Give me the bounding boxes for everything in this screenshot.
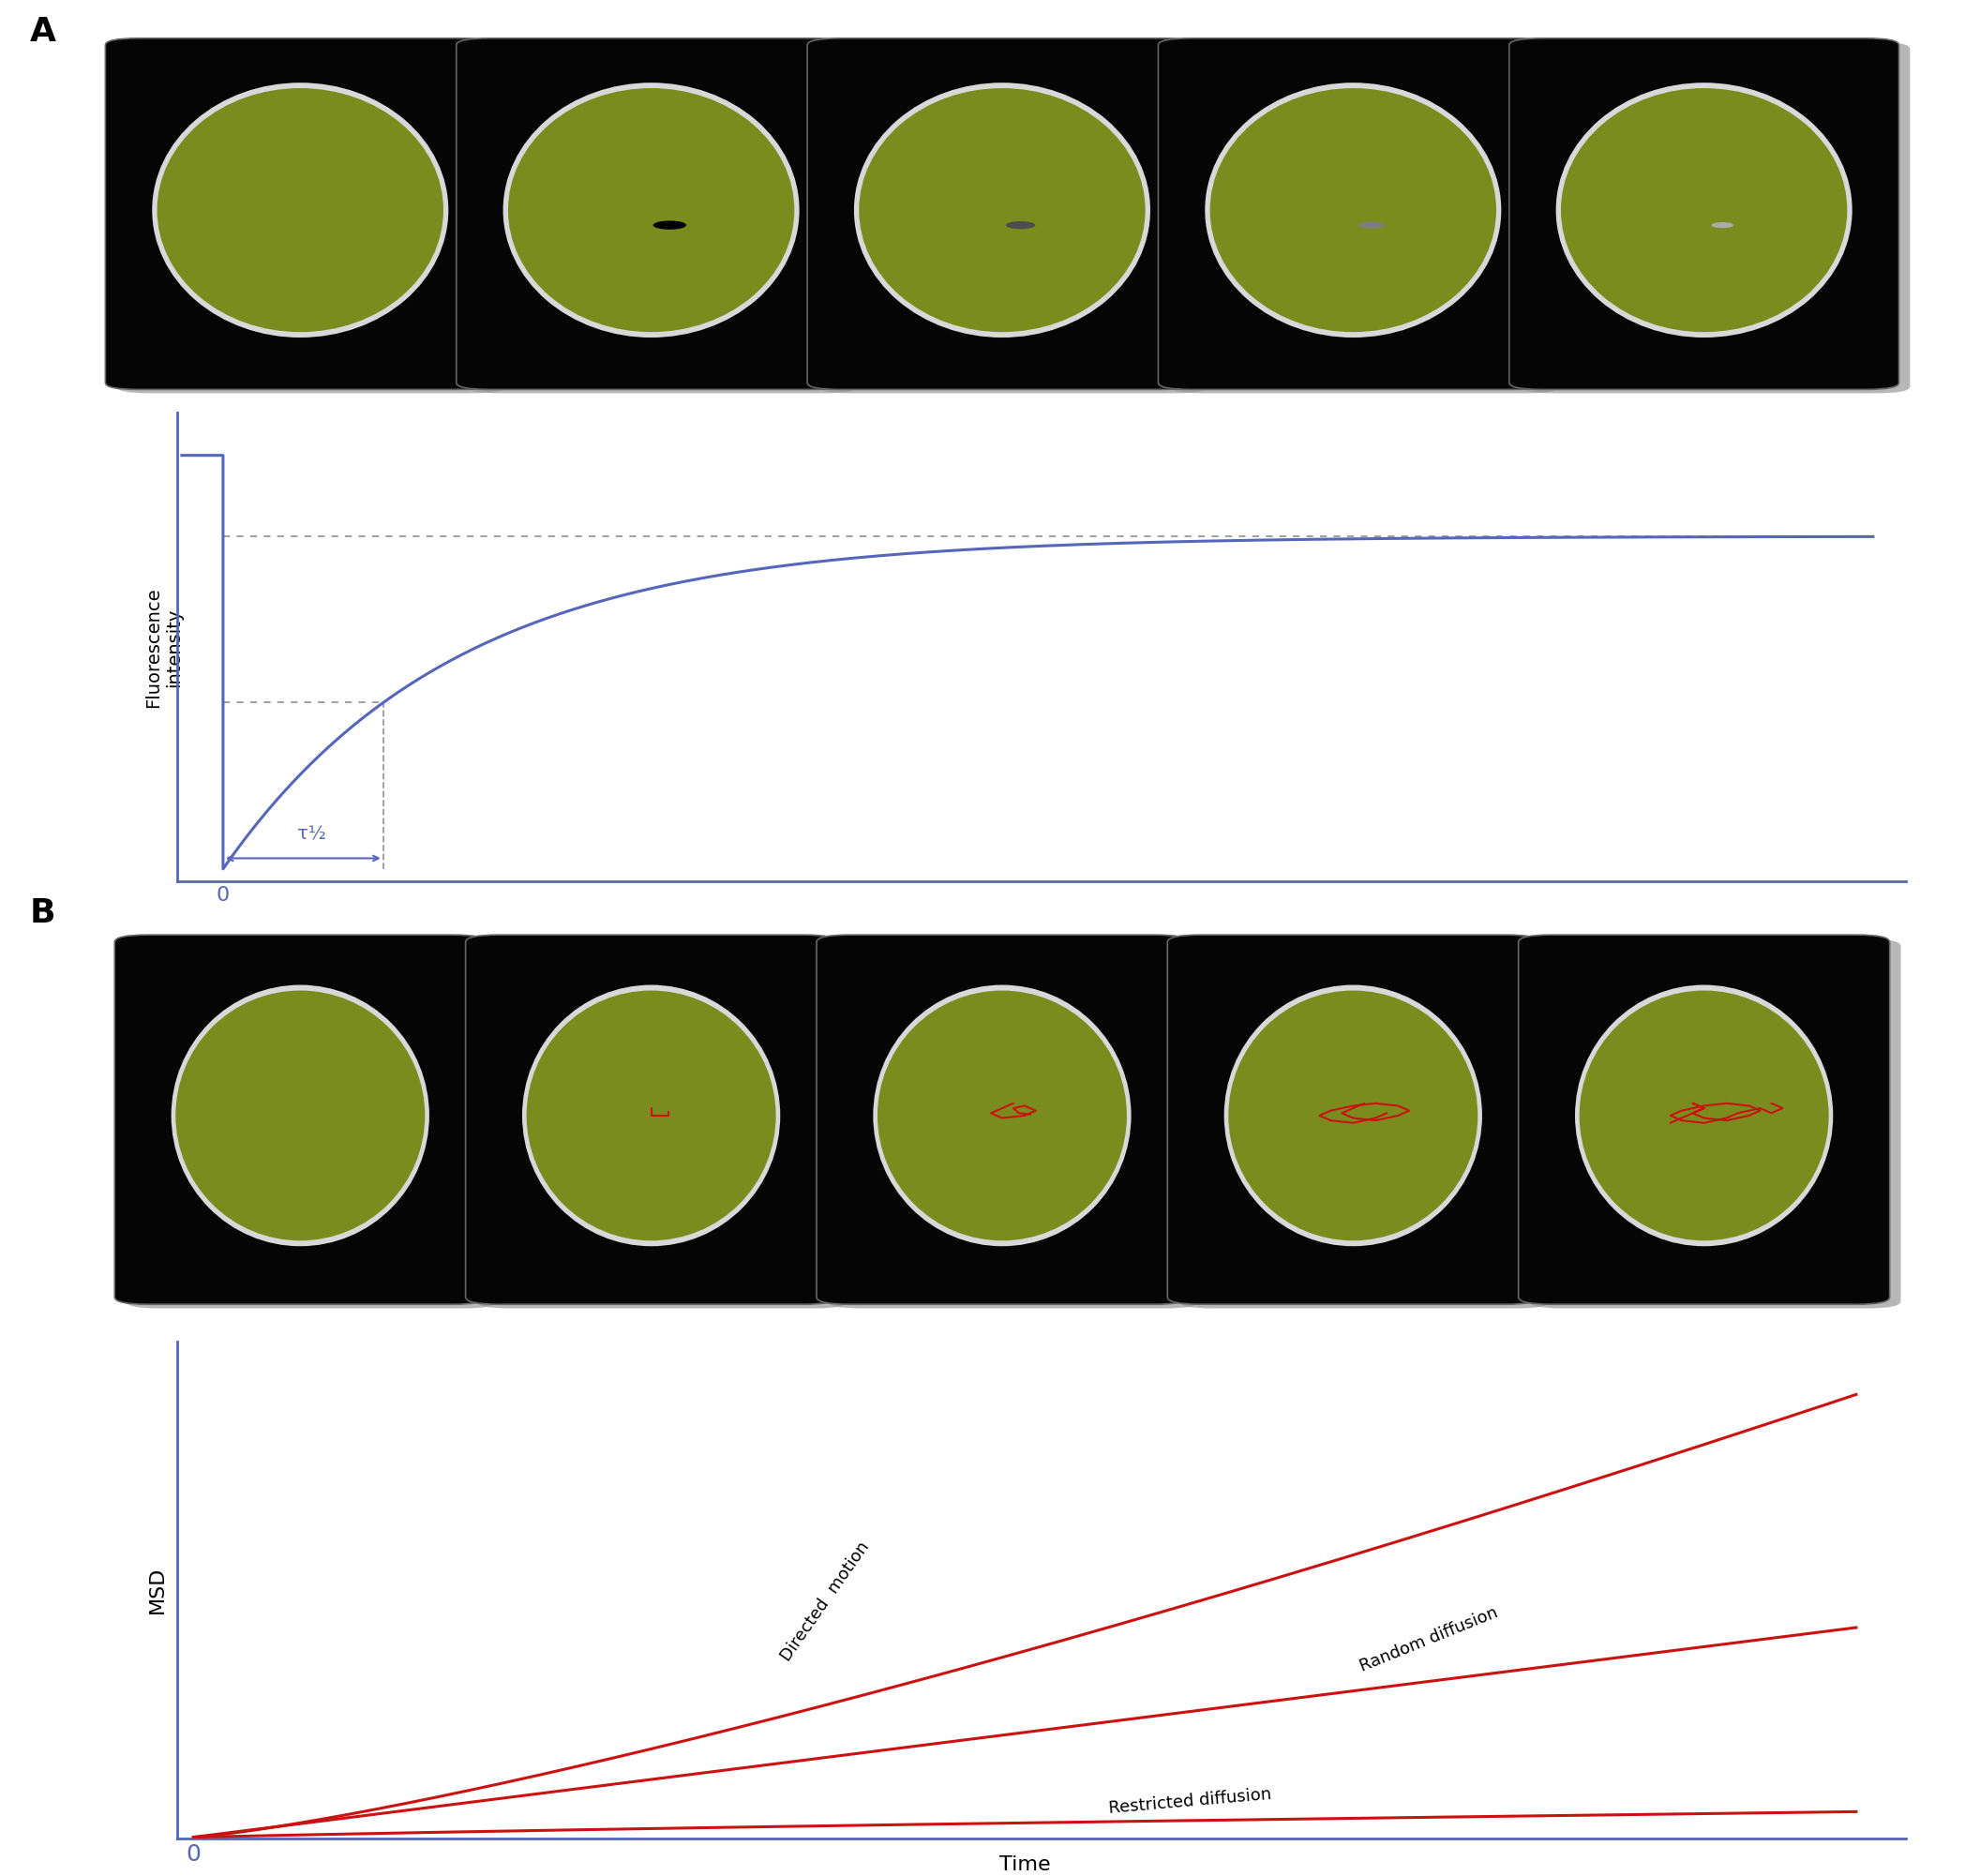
Ellipse shape [878,991,1126,1240]
Ellipse shape [1580,991,1829,1240]
Ellipse shape [855,83,1150,338]
Ellipse shape [1358,221,1385,229]
FancyBboxPatch shape [116,41,507,394]
FancyBboxPatch shape [1169,41,1558,394]
Ellipse shape [509,88,794,332]
Ellipse shape [157,88,444,332]
FancyBboxPatch shape [1157,38,1548,390]
FancyBboxPatch shape [1519,934,1890,1304]
FancyBboxPatch shape [466,934,837,1304]
Ellipse shape [1712,221,1733,229]
Y-axis label: MSD: MSD [147,1566,167,1613]
FancyBboxPatch shape [114,934,485,1304]
FancyBboxPatch shape [456,38,847,390]
FancyBboxPatch shape [817,41,1208,394]
Ellipse shape [652,221,686,229]
Text: Directed  motion: Directed motion [778,1538,872,1664]
Ellipse shape [503,83,800,338]
Ellipse shape [1224,985,1482,1246]
FancyBboxPatch shape [1179,938,1550,1308]
FancyBboxPatch shape [126,938,497,1308]
Ellipse shape [523,985,780,1246]
FancyBboxPatch shape [477,938,849,1308]
Ellipse shape [1560,88,1847,332]
Y-axis label: Fluorescence
intensity: Fluorescence intensity [145,587,183,707]
FancyBboxPatch shape [808,38,1197,390]
Ellipse shape [1556,83,1853,338]
Text: B: B [29,899,55,929]
Ellipse shape [1210,88,1495,332]
Text: Random diffusion: Random diffusion [1358,1604,1501,1675]
FancyBboxPatch shape [817,934,1187,1304]
FancyBboxPatch shape [1167,934,1539,1304]
Ellipse shape [1576,985,1833,1246]
Ellipse shape [151,83,448,338]
FancyBboxPatch shape [1521,41,1910,394]
Ellipse shape [859,88,1146,332]
Text: Restricted diffusion: Restricted diffusion [1108,1786,1271,1818]
Text: τ½: τ½ [297,825,326,844]
FancyBboxPatch shape [106,38,495,390]
Ellipse shape [1006,221,1036,229]
FancyBboxPatch shape [827,938,1199,1308]
Ellipse shape [527,991,776,1240]
FancyBboxPatch shape [1509,38,1898,390]
Ellipse shape [1205,83,1501,338]
FancyBboxPatch shape [1529,938,1900,1308]
FancyBboxPatch shape [468,41,857,394]
Text: A: A [29,15,55,47]
Text: Time: Time [1000,1855,1051,1874]
Text: Time: Time [1104,938,1155,957]
Ellipse shape [872,985,1132,1246]
Ellipse shape [171,985,428,1246]
Ellipse shape [175,991,424,1240]
Ellipse shape [1228,991,1478,1240]
